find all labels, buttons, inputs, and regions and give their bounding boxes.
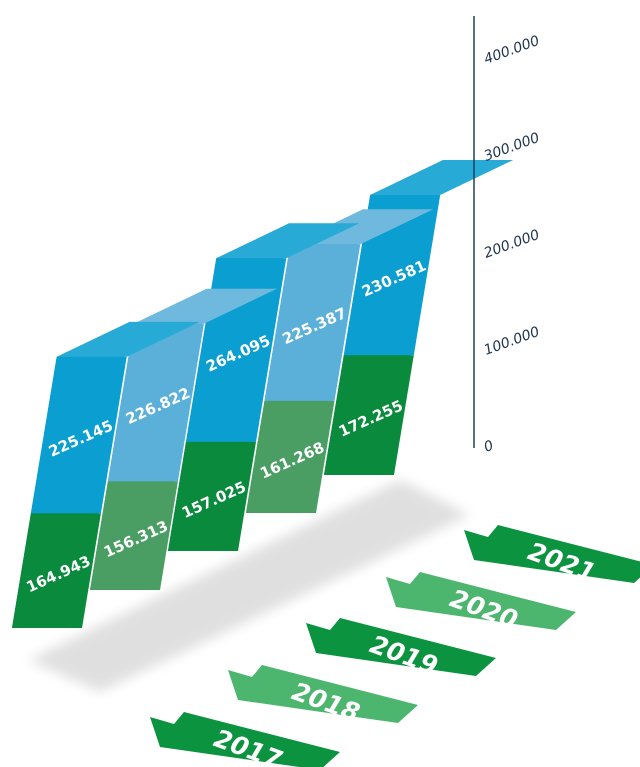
- tick-label-2: 200.000: [482, 227, 542, 262]
- bar-2021-cap: [370, 160, 513, 195]
- tick-label-1: 100.000: [482, 324, 542, 359]
- tick-label-4: 400.000: [482, 33, 542, 68]
- tick-label-3: 300.000: [482, 130, 542, 165]
- value-axis: 0 100.000 200.000 300.000 400.000: [474, 16, 542, 456]
- tick-label-0: 0: [482, 438, 496, 456]
